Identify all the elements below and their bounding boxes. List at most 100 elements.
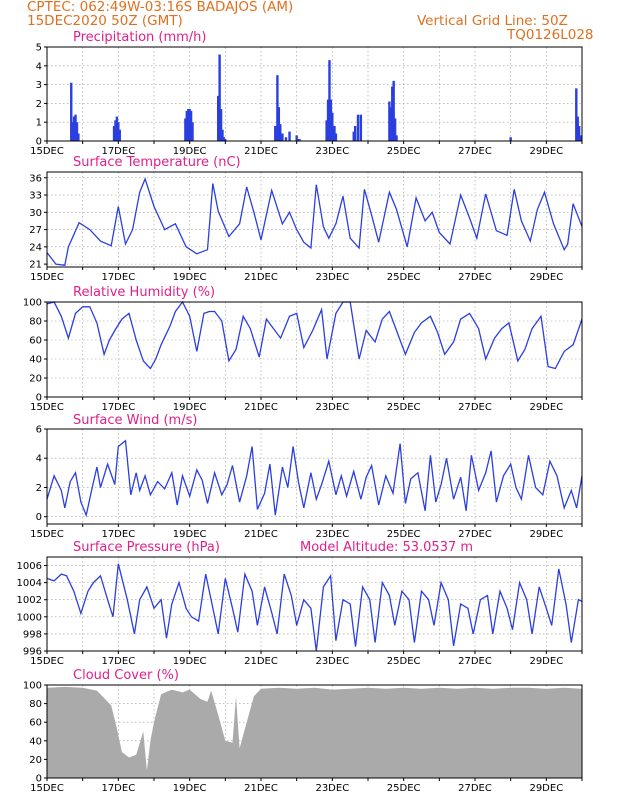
- precip-bar: [224, 139, 227, 141]
- x-tick-label: 21DEC: [244, 783, 278, 794]
- precip-bar: [579, 135, 582, 141]
- x-tick-label: 21DEC: [244, 146, 278, 157]
- x-tick-label: 27DEC: [458, 402, 492, 413]
- precip-bar: [77, 133, 80, 141]
- x-tick-label: 25DEC: [387, 529, 421, 540]
- x-tick-label: 23DEC: [315, 783, 349, 794]
- y-tick-label: 100: [23, 681, 42, 692]
- precip-bar: [296, 139, 300, 141]
- model-code: TQ0126L028: [507, 27, 594, 43]
- precip-bar: [75, 122, 79, 141]
- precip-bar: [277, 107, 281, 141]
- y-tick-label: 36: [29, 173, 42, 184]
- x-tick-label: 15DEC: [30, 529, 64, 540]
- panel-0: 0 1 2 3 4 5 15DEC 17DEC 19DEC 21DEC 23DEC 25DEC 27DE…: [30, 30, 583, 157]
- precip-bar: [274, 125, 277, 141]
- y-tick-label: 1002: [17, 595, 42, 606]
- y-tick-label: 33: [29, 191, 42, 202]
- x-tick-label: 19DEC: [173, 529, 207, 540]
- panel-annotation: Model Altitude: 53.0537 m: [300, 540, 473, 555]
- plot-frame: [46, 428, 583, 525]
- x-tick-label: 23DEC: [315, 529, 349, 540]
- precip-bar: [72, 116, 76, 141]
- y-tick-label: 4: [36, 454, 42, 465]
- x-tick-label: 17DEC: [101, 402, 135, 413]
- x-tick-label: 29DEC: [529, 402, 563, 413]
- precip-bar: [388, 101, 391, 141]
- y-tick-label: 20: [29, 374, 42, 385]
- station-header: CPTEC: 062:49W-03:16S BADAJOS (AM): [27, 0, 294, 15]
- panel-title: Surface Temperature (nC): [73, 155, 241, 170]
- y-tick-label: 60: [29, 336, 42, 347]
- series-line: [46, 563, 583, 652]
- precip-bar: [326, 99, 330, 141]
- precip-bar: [191, 122, 194, 141]
- plot-frame: [46, 556, 583, 652]
- y-tick-label: 40: [29, 736, 42, 747]
- x-tick-label: 29DEC: [529, 656, 563, 667]
- precip-bar: [219, 109, 223, 141]
- panel-title: Surface Wind (m/s): [73, 413, 197, 428]
- series-line: [46, 439, 583, 518]
- x-tick-label: 15DEC: [30, 272, 64, 283]
- y-tick-label: 21: [29, 260, 42, 271]
- series-line: [46, 300, 583, 370]
- precip-bar: [325, 120, 328, 141]
- precip-bar: [284, 137, 288, 141]
- y-tick-label: 6: [36, 425, 42, 436]
- x-tick-label: 29DEC: [529, 272, 563, 283]
- plot-frame: [46, 171, 583, 268]
- x-tick-label: 15DEC: [30, 402, 64, 413]
- x-tick-label: 25DEC: [387, 146, 421, 157]
- precip-bar: [117, 122, 120, 141]
- precip-bar: [276, 75, 279, 141]
- precip-bar: [392, 80, 395, 141]
- y-tick-label: 27: [29, 225, 42, 236]
- y-tick-label: 40: [29, 355, 42, 366]
- y-tick-label: 2: [36, 483, 42, 494]
- x-tick-label: 27DEC: [458, 146, 492, 157]
- x-tick-label: 19DEC: [173, 656, 207, 667]
- y-tick-label: 1: [36, 118, 42, 129]
- precip-bar: [189, 110, 193, 141]
- x-tick-label: 29DEC: [529, 783, 563, 794]
- precip-bar: [298, 139, 301, 141]
- y-tick-label: 3: [36, 80, 42, 91]
- x-tick-label: 23DEC: [315, 656, 349, 667]
- x-tick-label: 17DEC: [101, 146, 135, 157]
- y-tick-label: 996: [23, 647, 42, 658]
- y-tick-label: 5: [36, 43, 42, 54]
- panel-title: Relative Humidity (%): [73, 285, 215, 300]
- y-tick-label: 80: [29, 317, 42, 328]
- plot-frame: [46, 46, 583, 142]
- y-tick-label: 30: [29, 208, 42, 219]
- plot-frame: [46, 301, 583, 398]
- x-tick-label: 27DEC: [458, 656, 492, 667]
- precip-bar: [577, 125, 581, 141]
- x-tick-label: 27DEC: [458, 783, 492, 794]
- x-tick-label: 19DEC: [173, 272, 207, 283]
- y-tick-label: 20: [29, 755, 42, 766]
- precip-bar: [221, 129, 224, 141]
- precip-bar: [576, 116, 579, 141]
- precip-bar: [329, 99, 333, 141]
- y-tick-label: 0: [36, 774, 42, 785]
- precip-bar: [356, 114, 360, 141]
- precip-bar: [114, 120, 117, 141]
- precip-bar: [393, 118, 397, 141]
- cloud-area: [47, 686, 582, 778]
- y-tick-label: 2: [36, 99, 42, 110]
- panel-1: 21 24 27 30 33 36 15DEC 17DEC 19DEC 21DEC 23DEC 25D…: [29, 155, 583, 283]
- y-tick-label: 1006: [17, 561, 42, 572]
- x-tick-label: 21DEC: [244, 656, 278, 667]
- precip-bar: [222, 137, 226, 141]
- precip-bar: [352, 131, 355, 141]
- precip-bar: [281, 133, 284, 141]
- panel-3: 0 2 4 6 15DEC 17DEC 19DEC 21DEC 23DEC 25DEC 27DEC 2…: [30, 413, 583, 540]
- precip-bar: [187, 109, 190, 141]
- y-tick-label: 1000: [17, 612, 42, 623]
- panel-5: 0 20 40 60 80 100 15DEC 17DEC 19DEC 21DEC 23DEC 25D…: [23, 668, 583, 794]
- precip-bar: [118, 129, 121, 141]
- y-tick-label: 4: [36, 61, 42, 72]
